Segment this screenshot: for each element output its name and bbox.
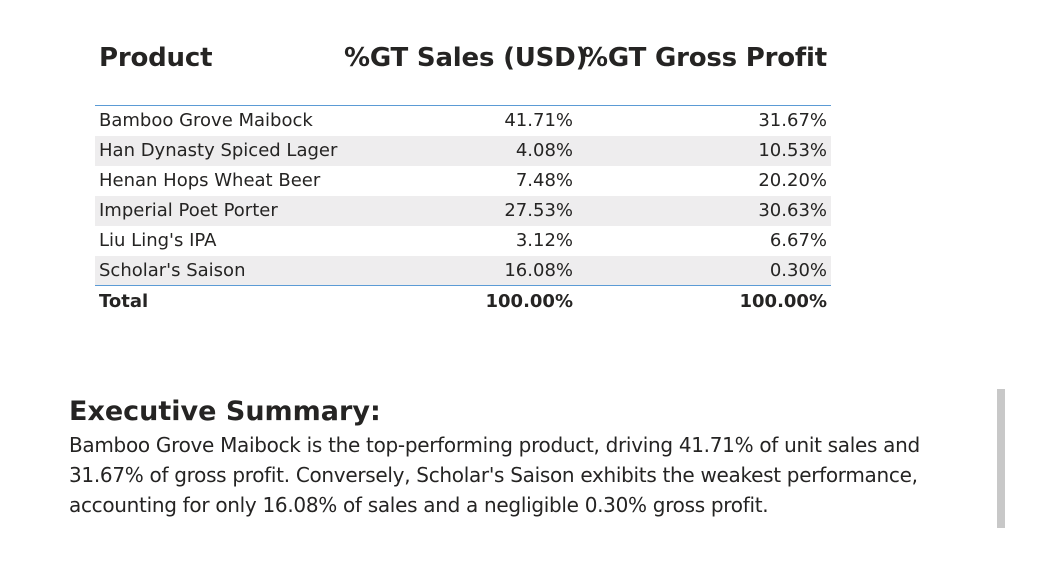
cell-product: Henan Hops Wheat Beer [99,170,321,191]
cell-gross-profit: 31.67% [758,110,827,132]
cell-product: Imperial Poet Porter [95,195,340,226]
matrix-grid: Product %GT Sales (USD) %GT Gross Profit… [95,38,831,317]
table-row[interactable]: Bamboo Grove Maibock 41.71% 31.67% [95,106,831,136]
cell-gross-profit: 20.20% [758,170,827,191]
cell-product: Scholar's Saison [95,255,340,286]
vertical-scrollbar[interactable] [997,389,1005,528]
cell-product: Bamboo Grove Maibock [99,110,313,132]
cell-sales: 3.12% [515,230,573,251]
cell-product: Liu Ling's IPA [99,230,217,251]
cell-product: Han Dynasty Spiced Lager [95,135,340,166]
cell-sales: 7.48% [515,170,573,191]
total-gross-profit: 100.00% [577,285,831,317]
summary-line: 31.67% of gross profit. Conversely, Scho… [69,463,918,487]
executive-summary-textbox: Executive Summary: Bamboo Grove Maibock … [69,394,969,520]
summary-line: accounting for only 16.08% of sales and … [69,493,769,517]
cell-sales: 41.71% [504,110,573,132]
column-header-product[interactable]: Product [95,38,340,106]
total-label: Total [95,285,340,317]
cell-gross-profit: 30.63% [577,195,831,226]
total-row: Total 100.00% 100.00% [95,285,831,317]
cell-gross-profit: 6.67% [769,230,827,251]
table-row[interactable]: Scholar's Saison 16.08% 0.30% [95,255,831,286]
table-row[interactable]: Liu Ling's IPA 3.12% 6.67% [95,226,831,256]
cell-sales: 16.08% [340,255,577,286]
summary-title: Executive Summary: [69,396,381,427]
product-matrix-table: Product %GT Sales (USD) %GT Gross Profit… [95,38,831,317]
column-header-gross-profit[interactable]: %GT Gross Profit [577,38,831,106]
summary-line: Bamboo Grove Maibock is the top-performi… [69,433,920,457]
table-row[interactable]: Henan Hops Wheat Beer 7.48% 20.20% [95,166,831,196]
total-sales: 100.00% [340,285,577,317]
table-row[interactable]: Imperial Poet Porter 27.53% 30.63% [95,195,831,226]
cell-sales: 4.08% [340,135,577,166]
cell-gross-profit: 0.30% [577,255,831,286]
column-header-sales[interactable]: %GT Sales (USD) [340,38,587,106]
cell-gross-profit: 10.53% [577,135,831,166]
table-row[interactable]: Han Dynasty Spiced Lager 4.08% 10.53% [95,135,831,166]
cell-sales: 27.53% [340,195,577,226]
header-row: Product %GT Sales (USD) %GT Gross Profit [95,38,831,106]
